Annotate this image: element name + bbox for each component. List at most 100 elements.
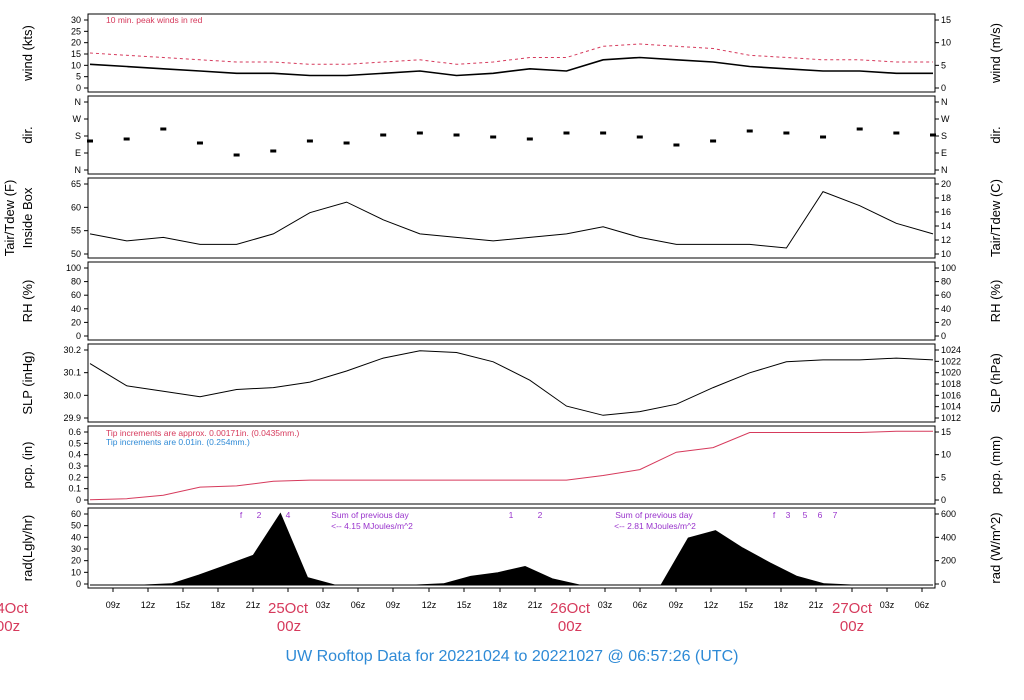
panel-frame <box>87 177 936 259</box>
y-tick-label-right: 5 <box>941 472 946 482</box>
day-label-time: 00z <box>277 618 301 635</box>
y-tick-label: 0 <box>76 331 81 341</box>
y-tick-label-right: 15 <box>941 427 951 437</box>
y-tick-label: E <box>75 148 81 158</box>
direction-point <box>380 133 387 137</box>
y-tick-label: 0 <box>76 579 81 589</box>
series-line <box>89 190 934 249</box>
y-tick-label-right: 1014 <box>941 402 961 412</box>
y-tick-label: 30 <box>71 15 81 25</box>
x-tick-label: 12z <box>704 600 719 610</box>
direction-point <box>710 139 717 143</box>
y-tick-label-right: 200 <box>941 556 956 566</box>
wind-annotation: 10 min. peak winds in red <box>106 15 203 25</box>
y-tick-label-right: 1020 <box>941 368 961 378</box>
y-axis-label-right: wind (m/s) <box>988 23 1003 84</box>
day-label-date: 24Oct <box>0 600 29 617</box>
x-tick-label: 18z <box>774 600 789 610</box>
direction-point <box>233 153 240 157</box>
y-tick-label-right: 20 <box>941 179 951 189</box>
x-tick-label: 12z <box>141 600 156 610</box>
panel-frame <box>87 261 936 341</box>
y-axis-label-right: Tair/Tdew (C) <box>988 179 1003 257</box>
direction-point <box>123 137 130 141</box>
y-tick-label: 0.2 <box>68 472 81 482</box>
y-tick-label-right: 0 <box>941 83 946 93</box>
y-tick-label: 50 <box>71 521 81 531</box>
y-axis-label: dir. <box>20 126 35 143</box>
precip-note-red: Tip increments are approx. 0.00171in. (0… <box>106 428 300 438</box>
y-tick-label-right: 10 <box>941 450 951 460</box>
y-tick-label-right: 15 <box>941 15 951 25</box>
x-tick-label: 09z <box>669 600 684 610</box>
radiation-area <box>90 512 933 586</box>
radiation-sum-1: Sum of previous day <box>331 510 409 520</box>
y-tick-label: W <box>73 114 82 124</box>
y-axis-label: Tair/Tdew (F) <box>2 180 17 257</box>
radiation-marker: f <box>240 510 243 520</box>
y-tick-label-right: E <box>941 148 947 158</box>
y-tick-label-right: N <box>941 97 948 107</box>
x-tick-label: 21z <box>809 600 824 610</box>
y-tick-label: 0.5 <box>68 438 81 448</box>
y-tick-label-right: 18 <box>941 193 951 203</box>
radiation-marker: 5 <box>803 510 808 520</box>
y-axis-label-2: Inside Box <box>20 187 35 248</box>
panel-frame <box>87 13 936 93</box>
direction-point <box>600 131 607 135</box>
x-tick-label: 15z <box>739 600 754 610</box>
x-tick-label: 06z <box>633 600 648 610</box>
y-axis-label: RH (%) <box>20 280 35 323</box>
x-tick-label: 27Oct <box>832 600 873 617</box>
x-tick-label: 18z <box>493 600 508 610</box>
y-tick-label-right: 100 <box>941 263 956 273</box>
y-tick-label: 100 <box>66 263 81 273</box>
y-tick-label-right: 0 <box>941 579 946 589</box>
y-tick-label: 65 <box>71 179 81 189</box>
radiation-marker: f <box>773 510 776 520</box>
panel-frame <box>87 95 936 175</box>
y-tick-label-right: 12 <box>941 235 951 245</box>
series-line <box>89 430 933 501</box>
x-tick-label: 18z <box>211 600 226 610</box>
y-tick-label: 80 <box>71 277 81 287</box>
x-tick-label: 06z <box>915 600 930 610</box>
y-tick-label-right: W <box>941 114 950 124</box>
y-tick-label-right: 20 <box>941 317 951 327</box>
y-tick-label-right: 40 <box>941 304 951 314</box>
y-tick-label: 30.0 <box>63 390 81 400</box>
x-tick-label: 03z <box>598 600 613 610</box>
direction-point <box>453 133 460 137</box>
wind-speed-line <box>89 56 933 77</box>
direction-point <box>673 143 680 147</box>
direction-point <box>490 135 497 139</box>
y-tick-label: S <box>75 131 81 141</box>
y-tick-label: 50 <box>71 249 81 259</box>
y-tick-label: 15 <box>71 49 81 59</box>
radiation-marker: 3 <box>786 510 791 520</box>
y-tick-label-right: 0 <box>941 495 946 505</box>
y-tick-label: 30.2 <box>63 345 81 355</box>
panel-frame <box>87 425 936 505</box>
x-tick-label: 21z <box>246 600 261 610</box>
y-tick-label: 40 <box>71 304 81 314</box>
y-tick-label: 20 <box>71 38 81 48</box>
y-tick-label: 20 <box>71 317 81 327</box>
x-tick-label: 15z <box>176 600 191 610</box>
y-tick-label: 10 <box>71 567 81 577</box>
series-line <box>89 350 934 416</box>
y-tick-label-right: 60 <box>941 290 951 300</box>
direction-point <box>526 137 533 141</box>
y-tick-label-right: 0 <box>941 331 946 341</box>
direction-point <box>856 127 863 131</box>
y-tick-label-right: 5 <box>941 60 946 70</box>
panel-frame <box>87 343 936 423</box>
y-tick-label: 20 <box>71 556 81 566</box>
y-tick-label: 30.1 <box>63 368 81 378</box>
y-tick-label: 0.1 <box>68 484 81 494</box>
radiation-marker: 7 <box>833 510 838 520</box>
x-tick-label: 03z <box>316 600 331 610</box>
y-tick-label: 29.9 <box>63 413 81 423</box>
radiation-sum-2: Sum of previous day <box>615 510 693 520</box>
y-tick-label-right: 1018 <box>941 379 961 389</box>
